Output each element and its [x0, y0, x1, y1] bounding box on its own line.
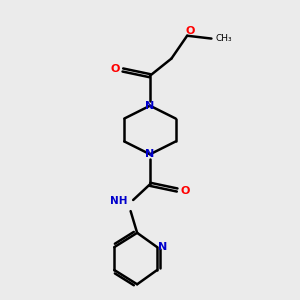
Text: CH₃: CH₃: [216, 34, 232, 43]
Text: NH: NH: [110, 196, 127, 206]
Text: O: O: [110, 64, 119, 74]
Text: O: O: [185, 26, 195, 36]
Text: O: O: [181, 186, 190, 197]
Text: N: N: [146, 149, 154, 159]
Text: N: N: [158, 242, 167, 252]
Text: N: N: [146, 101, 154, 111]
